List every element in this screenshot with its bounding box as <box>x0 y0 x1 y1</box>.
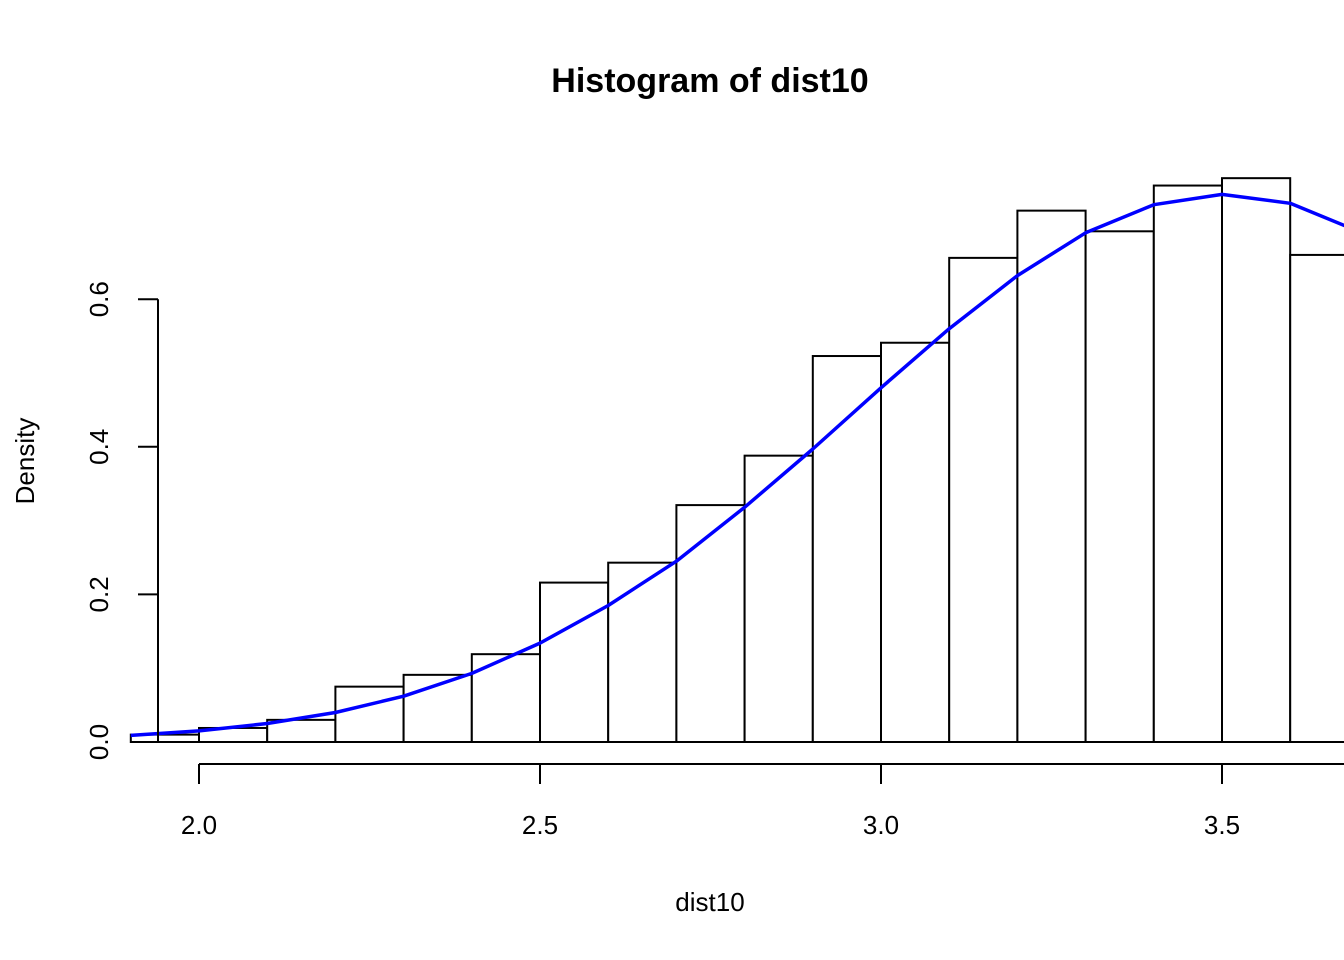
histogram-bar-7 <box>607 561 678 744</box>
histogram-bar-8 <box>675 504 746 743</box>
histogram-bar-6 <box>539 581 610 743</box>
y-tick-label-3: 0.6 <box>84 281 114 317</box>
histogram-bar-9 <box>743 454 814 743</box>
histogram-bar-15 <box>1152 184 1224 744</box>
y-tick-label-0: 0.0 <box>84 724 114 760</box>
histogram-bar-12 <box>948 256 1019 743</box>
x-axis-label: dist10 <box>675 887 744 917</box>
histogram-bar-16 <box>1221 177 1292 743</box>
x-axis: 2.02.53.03.54.04.55.0 <box>158 741 1344 840</box>
histogram-bar-3 <box>334 685 405 744</box>
histogram-bar-13 <box>1016 209 1087 743</box>
histogram-bar-14 <box>1084 230 1155 744</box>
y-tick-label-1: 0.2 <box>84 576 114 612</box>
density-curve <box>130 192 1344 738</box>
y-tick-label-2: 0.4 <box>84 429 114 465</box>
x-tick-label-1: 2.5 <box>522 810 558 840</box>
x-tick-label-3: 3.5 <box>1204 810 1240 840</box>
chart-title: Histogram of dist10 <box>551 62 868 100</box>
histogram-bar-11 <box>880 341 951 743</box>
x-tick-label-0: 2.0 <box>181 810 217 840</box>
histogram-bars <box>129 177 1344 744</box>
y-axis: 0.0 0.2 0.4 0.6 <box>84 281 159 760</box>
x-tick-label-2: 3.0 <box>863 810 899 840</box>
histogram-bar-10 <box>811 355 882 743</box>
y-axis-label: Density <box>10 418 40 505</box>
histogram-bar-17 <box>1289 253 1344 743</box>
